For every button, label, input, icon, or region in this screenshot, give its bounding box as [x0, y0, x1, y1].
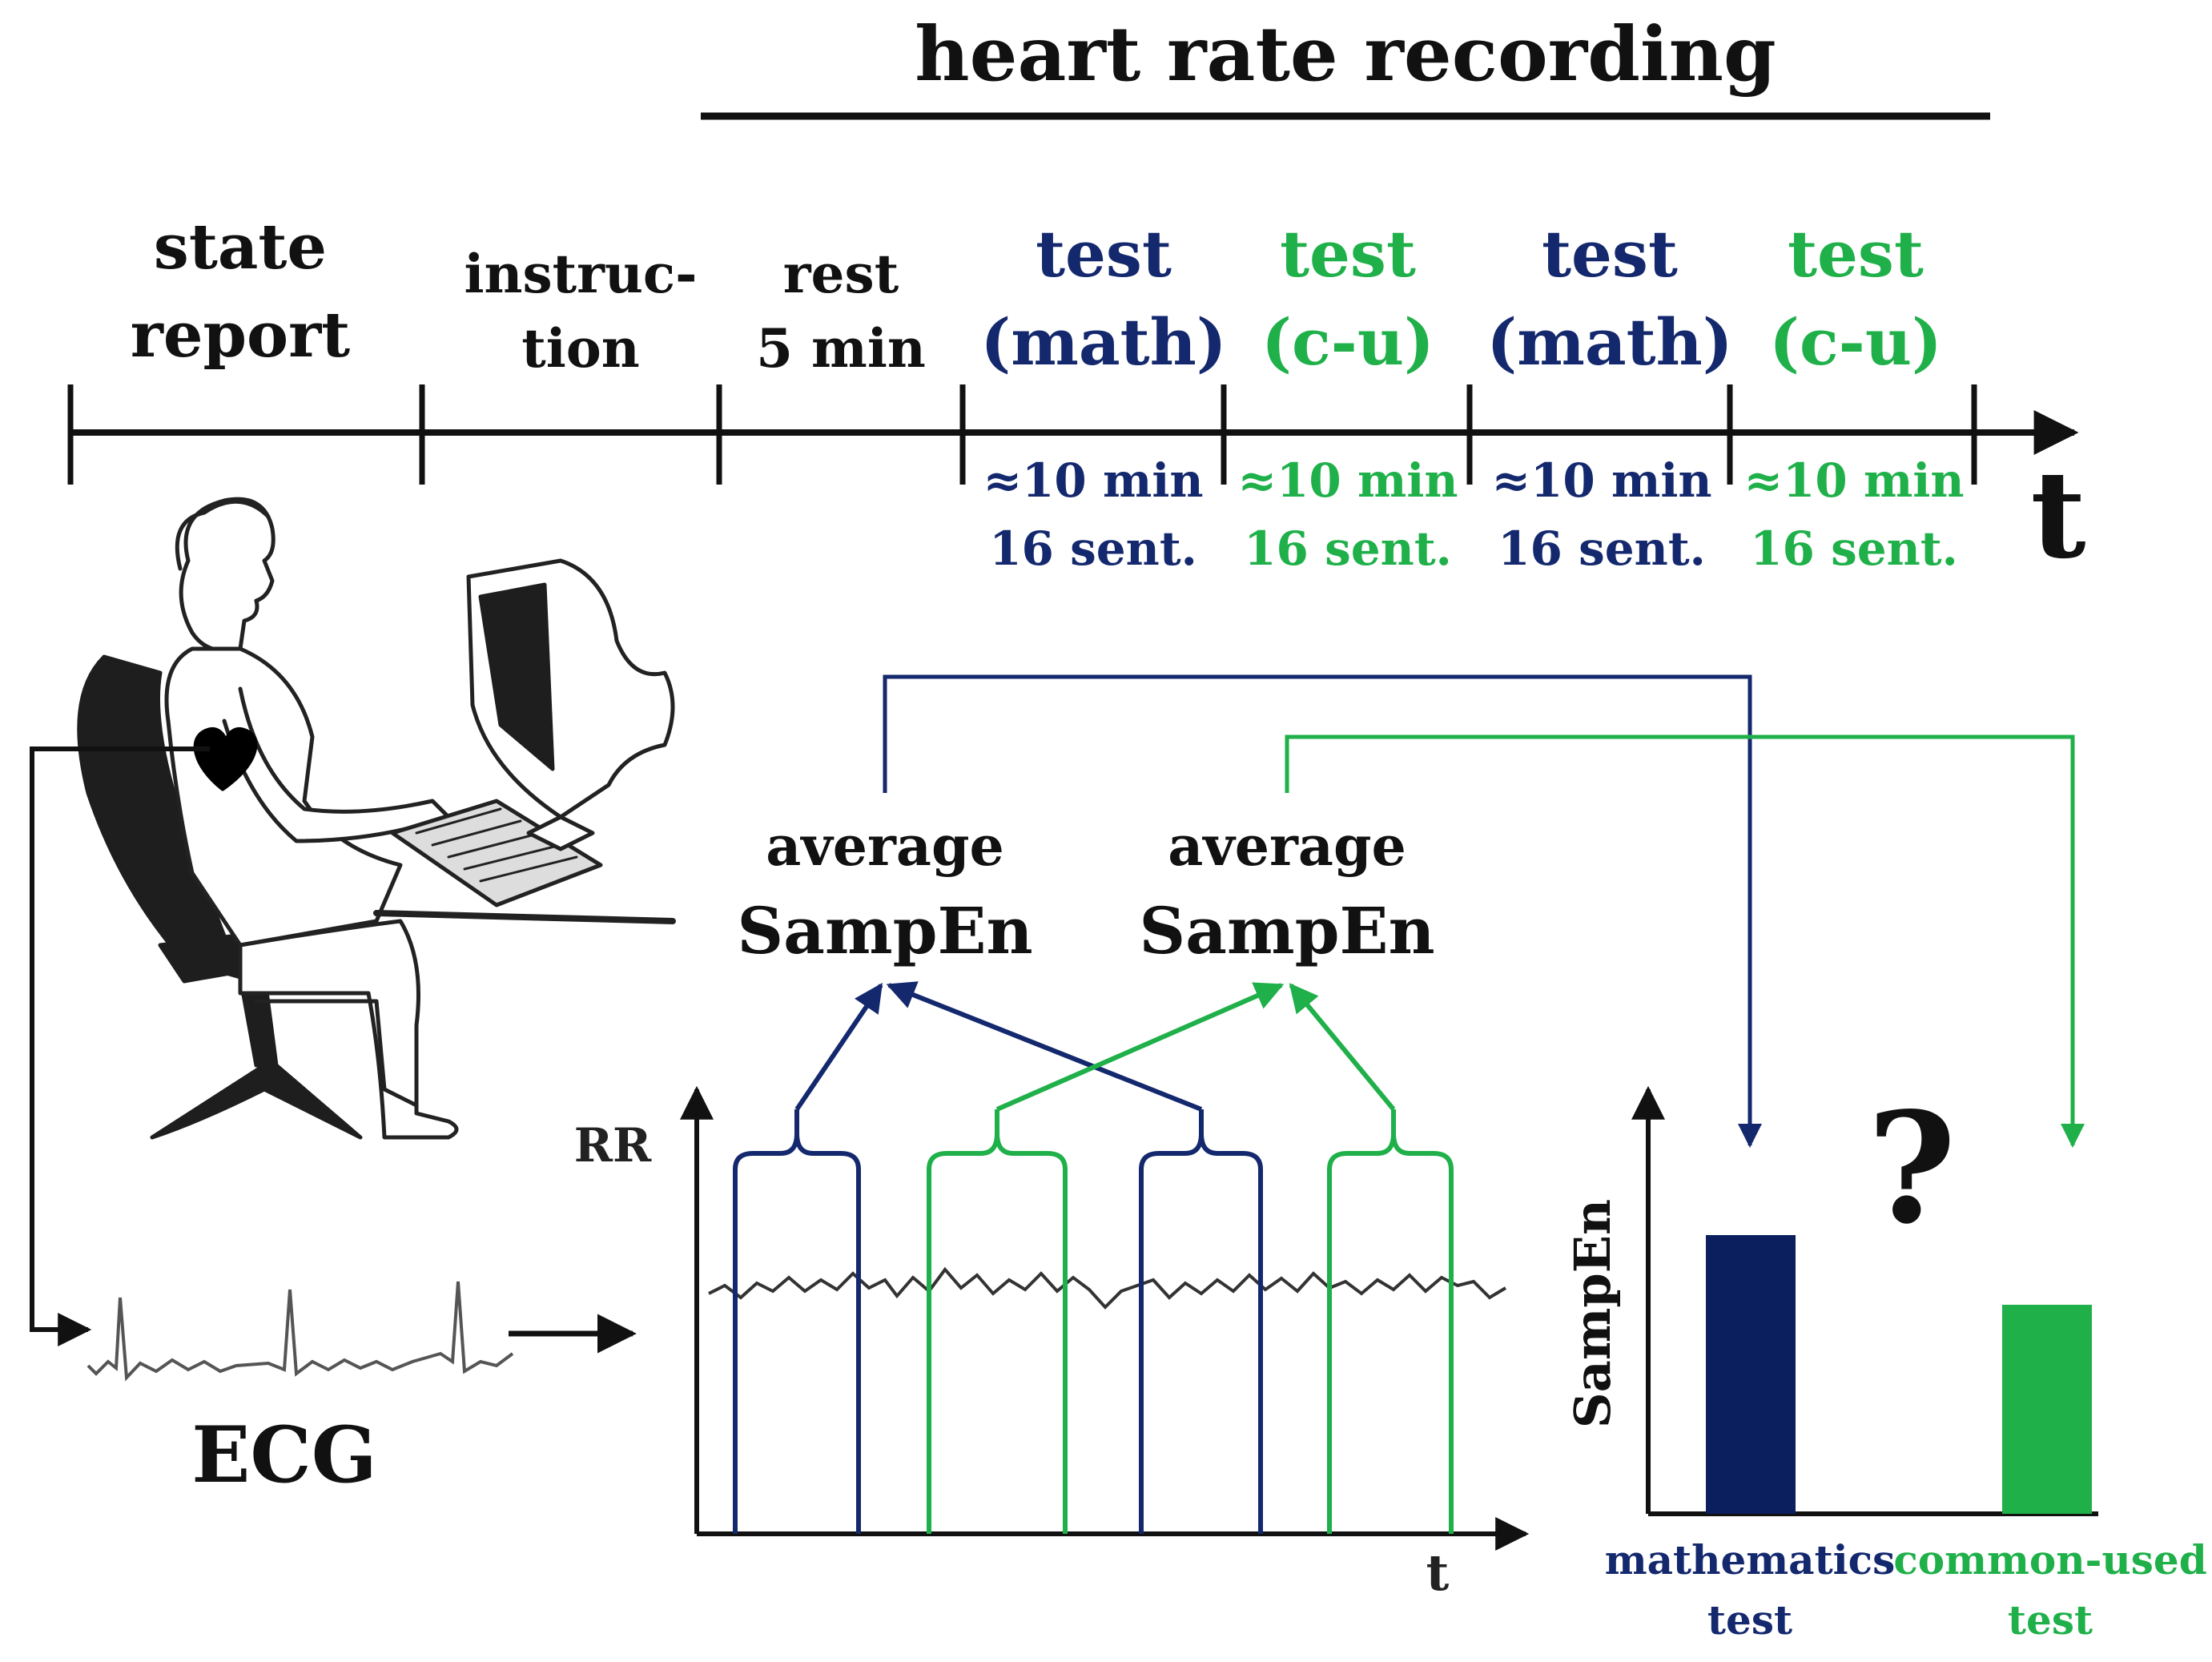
rr-plot: RR t	[574, 981, 1530, 1602]
phase-test-cu-2-sentences: 16 sent.	[1750, 521, 1958, 576]
bar-label-mathematics-line1: mathematics	[1605, 1536, 1896, 1584]
phase-test-math-2-sentences: 16 sent.	[1498, 521, 1706, 576]
phase-test-cu-1-duration: ≈10 min	[1237, 453, 1458, 508]
bar-label-common-used-line2: test	[2008, 1596, 2093, 1644]
phase-test-cu-2-line2: (c-u)	[1769, 304, 1942, 380]
segment-bracket-math-1	[733, 1109, 861, 1534]
phase-test-cu-1-line1: test	[1280, 216, 1416, 292]
average-math-line2: SampEn	[737, 893, 1032, 968]
phase-test-cu-1-sentences: 16 sent.	[1244, 521, 1452, 576]
phase-test-math-2-line2: (math)	[1486, 304, 1732, 380]
rr-y-label: RR	[574, 1118, 652, 1173]
phase-test-math-1-line1: test	[1036, 216, 1172, 292]
phase-rest-line1: rest	[783, 243, 899, 305]
segment-bracket-cu-1	[927, 1109, 1068, 1534]
rr-x-label: t	[1426, 1543, 1450, 1602]
phase-test-cu-1-line2: (c-u)	[1261, 304, 1434, 380]
phase-test-math-2-duration: ≈10 min	[1491, 453, 1711, 508]
phase-instruction-line2: tion	[521, 317, 640, 380]
ecg-waveform	[86, 1281, 514, 1382]
phase-instruction-line1: instruc-	[464, 243, 697, 305]
math-1-to-average-arrow	[794, 983, 883, 1111]
phase-state-report-line1: state	[154, 211, 327, 284]
heart-to-ecg-connector	[30, 746, 210, 1346]
math-average-to-bar-connector	[883, 674, 1762, 1148]
cu-1-to-average-arrow	[995, 982, 1285, 1112]
math-2-to-average-arrow	[886, 981, 1203, 1112]
bar-y-label: SampEn	[1563, 1199, 1622, 1428]
timeline-axis-label: t	[2030, 445, 2085, 586]
question-mark: ?	[1867, 1079, 1956, 1258]
cu-2-to-average-arrow	[1289, 983, 1396, 1111]
bar-common-used-test	[2002, 1305, 2092, 1514]
average-math-line1: average	[766, 815, 1004, 879]
average-cu-line2: SampEn	[1139, 893, 1434, 968]
recording-title: heart rate recording	[915, 10, 1776, 99]
phase-rest-line2: 5 min	[756, 317, 926, 380]
bar-label-common-used-line1: common-used	[1893, 1536, 2206, 1584]
timeline: state report instruc- tion rest 5 min te…	[67, 211, 2086, 586]
phase-test-math-1-line2: (math)	[980, 304, 1226, 380]
phase-test-math-2-line1: test	[1542, 216, 1678, 292]
average-cu-line1: average	[1168, 815, 1406, 879]
bar-mathematics-test	[1706, 1235, 1796, 1514]
phase-test-cu-2-line1: test	[1788, 216, 1924, 292]
sampen-bar-chart: SampEn ? mathematics test common-used te…	[1563, 1079, 2207, 1644]
phase-test-cu-2-duration: ≈10 min	[1743, 453, 1964, 508]
rr-interval-series	[708, 1266, 1507, 1310]
phase-state-report-line2: report	[131, 299, 350, 372]
cu-average-to-bar-connector	[1285, 734, 2085, 1148]
phase-test-math-1-duration: ≈10 min	[983, 453, 1203, 508]
phase-test-math-1-sentences: 16 sent.	[989, 521, 1197, 576]
ecg-label: ECG	[191, 1410, 377, 1500]
person-at-computer-illustration	[77, 497, 676, 1140]
segment-bracket-math-2	[1139, 1109, 1263, 1534]
segment-bracket-cu-2	[1327, 1109, 1454, 1534]
bar-label-mathematics-line2: test	[1707, 1596, 1792, 1644]
